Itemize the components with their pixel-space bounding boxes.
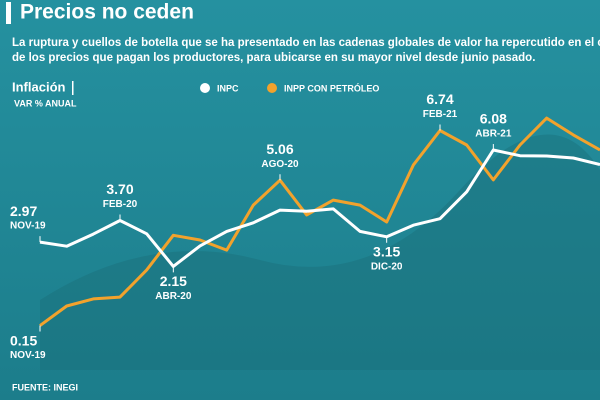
date-label: NOV-19 xyxy=(10,221,46,232)
value-label: 6.74 xyxy=(426,91,453,107)
y-label-divider xyxy=(72,81,74,95)
date-label: ABR-21 xyxy=(475,129,512,140)
date-label: FEB-21 xyxy=(423,109,458,120)
date-label: ABR-20 xyxy=(155,291,192,302)
legend-label: INPC xyxy=(217,83,239,93)
produce-photo xyxy=(40,134,600,370)
chart-title: Precios no ceden xyxy=(20,1,194,24)
date-label: FEB-20 xyxy=(103,199,138,210)
value-label: 3.15 xyxy=(373,243,400,259)
y-unit: VAR % ANUAL xyxy=(14,98,77,108)
source: FUENTE: INEGI xyxy=(12,382,78,392)
legend-label: INPP CON PETRÓLEO xyxy=(284,82,379,93)
value-label: 5.06 xyxy=(266,141,293,157)
legend-swatch xyxy=(267,83,277,93)
date-label: AGO-20 xyxy=(261,159,299,170)
value-label: 0.15 xyxy=(10,332,37,348)
value-label: 3.70 xyxy=(106,181,133,197)
date-label: NOV-19 xyxy=(10,350,46,361)
subtitle-box: La ruptura y cuellos de botella que se h… xyxy=(12,37,600,64)
y-label: Inflación xyxy=(12,79,66,94)
title-bar xyxy=(6,2,11,24)
legend: INPC INPP CON PETRÓLEO xyxy=(200,82,379,93)
value-label: 6.08 xyxy=(480,111,507,127)
date-label: DIC-20 xyxy=(371,261,403,272)
value-label: 2.15 xyxy=(160,273,187,289)
legend-swatch xyxy=(200,83,210,93)
series-line xyxy=(39,148,600,268)
series-line xyxy=(39,116,600,327)
value-label: 2.97 xyxy=(10,203,37,219)
chart-subtitle: La ruptura y cuellos de botella que se h… xyxy=(12,37,600,64)
